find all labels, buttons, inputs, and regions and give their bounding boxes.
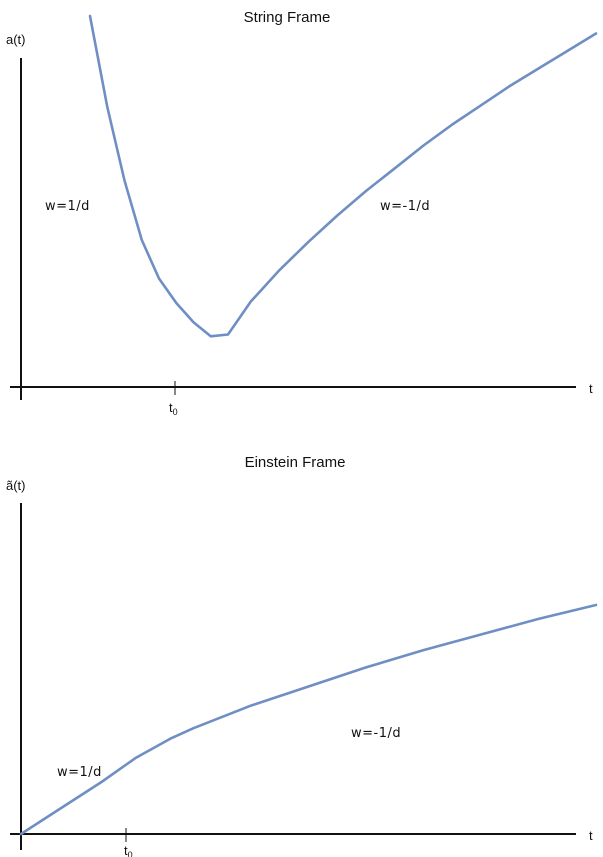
x-tick-label: t0 xyxy=(124,843,133,857)
annotation-radiation: w=1/d xyxy=(57,765,102,780)
y-axis-label: a(t) xyxy=(6,32,26,47)
annotation-radiation: w=1/d xyxy=(45,199,90,214)
y-axis-label: ã(t) xyxy=(6,478,26,493)
series-line-a-tilde xyxy=(19,603,598,836)
chart-title: Einstein Frame xyxy=(245,454,346,471)
x-axis-label: t xyxy=(589,381,593,396)
series-line-a xyxy=(88,14,598,338)
annotation-dark-energy: w=-1/d xyxy=(351,726,401,741)
chart-string-frame: String Frame a(t) t t0 w=1/d w=-1/d xyxy=(6,9,598,417)
chart-einstein-frame: Einstein Frame ã(t) t t0 w=1/d w=-1/d xyxy=(6,454,598,857)
x-tick-label: t0 xyxy=(169,400,178,417)
x-axis-label: t xyxy=(589,828,593,843)
annotation-dark-energy: w=-1/d xyxy=(380,199,430,214)
chart-title: String Frame xyxy=(244,9,331,26)
